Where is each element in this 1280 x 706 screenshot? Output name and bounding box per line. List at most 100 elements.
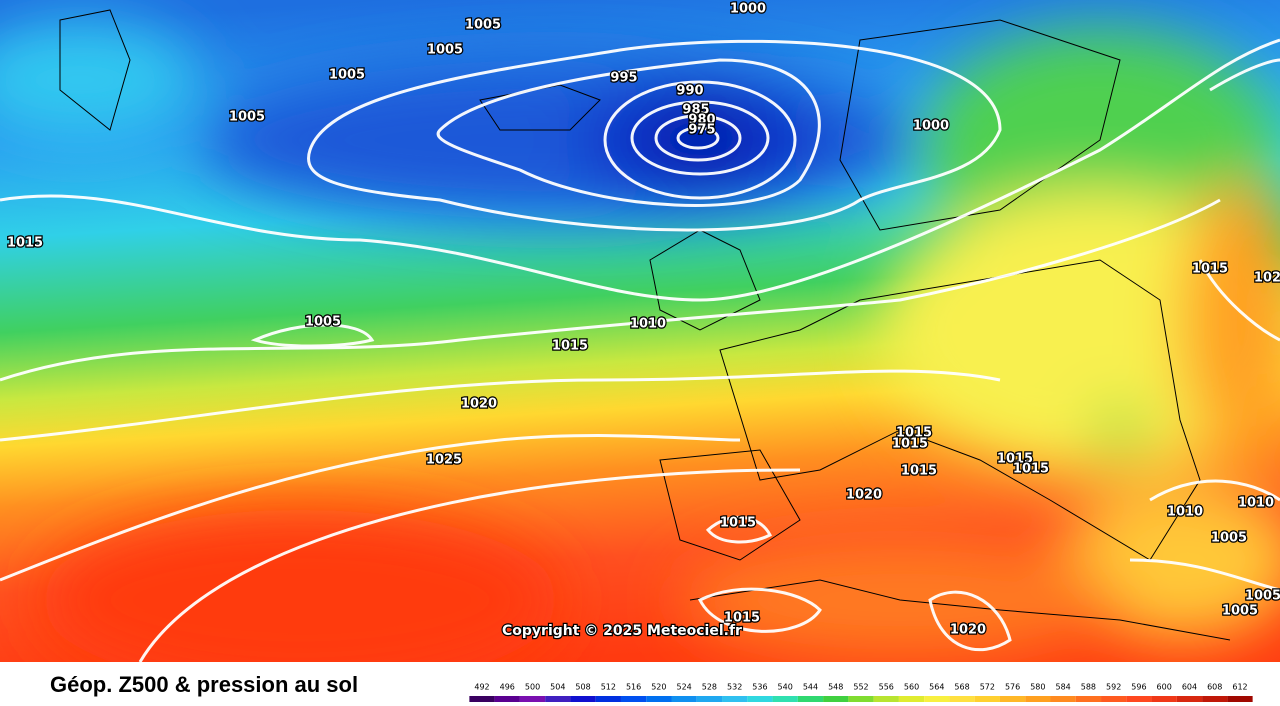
colorbar-tick-label: 528 — [702, 683, 717, 692]
colorbar-tick-label: 572 — [980, 683, 995, 692]
colorbar-tick-label: 588 — [1081, 683, 1096, 692]
colorbar-swatch — [494, 696, 520, 702]
isobar-label: 1005 — [1211, 531, 1247, 546]
colorbar-tick-label: 520 — [651, 683, 666, 692]
isobar-label: 995 — [610, 71, 637, 86]
colorbar-swatch — [848, 696, 874, 702]
colorbar-swatch — [469, 696, 495, 702]
colorbar-tick-label: 604 — [1182, 683, 1197, 692]
colorbar-tick-label: 504 — [550, 683, 565, 692]
colorbar-tick-label: 508 — [575, 683, 590, 692]
colorbar-swatch — [747, 696, 773, 702]
colorbar-swatch — [646, 696, 672, 702]
isobars — [0, 38, 1280, 663]
colorbar-swatch — [974, 696, 1000, 702]
colorbar-tick-label: 532 — [727, 683, 742, 692]
colorbar-tick-label: 560 — [904, 683, 919, 692]
colorbar-swatch — [772, 696, 798, 702]
colorbar-swatch — [595, 696, 621, 702]
colorbar-swatch — [722, 696, 748, 702]
colorbar-tick-label: 564 — [929, 683, 944, 692]
isobar-label: 1015 — [720, 516, 756, 531]
colorbar-tick-label: 596 — [1131, 683, 1146, 692]
colorbar-tick-label: 496 — [500, 683, 515, 692]
isobar-label: 1005 — [1222, 604, 1258, 619]
colorbar-tick-label: 580 — [1030, 683, 1045, 692]
field — [0, 0, 1280, 690]
isobar-label: 1010 — [1167, 505, 1203, 520]
isobar-label: 1020 — [846, 488, 882, 503]
colorbar-tick-label: 556 — [879, 683, 894, 692]
isobar-label: 1015 — [896, 426, 932, 441]
colorbar-swatch — [1050, 696, 1076, 702]
isobar-label: 1020 — [950, 623, 986, 638]
colorbar-tick-label: 600 — [1157, 683, 1172, 692]
copyright: Copyright © 2025 Meteociel.fr — [502, 623, 742, 639]
colorbar-swatch — [823, 696, 849, 702]
colorbar-tick-label: 552 — [853, 683, 868, 692]
colorbar-tick-label: 500 — [525, 683, 540, 692]
isobar-label: 1020 — [1254, 271, 1280, 286]
colorbar-swatch — [671, 696, 697, 702]
isobar-label: 990 — [676, 84, 703, 99]
isobar-label: 1005 — [1245, 589, 1280, 604]
colorbar-swatch — [999, 696, 1026, 702]
isobar-label: 1015 — [552, 339, 588, 354]
isobar-label: 1010 — [1238, 496, 1274, 511]
isobar-label: 1005 — [305, 315, 341, 330]
colorbar-swatch — [696, 696, 723, 702]
colorbar-swatch — [1025, 696, 1051, 702]
isobar-label: 1015 — [892, 437, 928, 452]
colorbar-tick-label: 608 — [1207, 683, 1222, 692]
colorbar-swatch — [873, 696, 899, 702]
isobar-label: 1015 — [901, 464, 937, 479]
colorbar-swatch — [1202, 696, 1228, 702]
isobar-label: 975 — [688, 123, 715, 138]
colorbar-tick-label: 536 — [752, 683, 767, 692]
colorbar-tick-label: 576 — [1005, 683, 1020, 692]
isobar-label: 1015 — [1192, 262, 1228, 277]
colorbar-swatch — [519, 696, 546, 702]
colorbar-swatch — [1151, 696, 1177, 702]
isobar-label: 1015 — [1013, 462, 1049, 477]
isobar-label: 1010 — [630, 317, 666, 332]
colorbar-tick-label: 492 — [474, 683, 489, 692]
colorbar-tick-label: 612 — [1232, 683, 1247, 692]
isobar-label: 1005 — [329, 68, 365, 83]
colorbar-tick-label: 540 — [778, 683, 793, 692]
colorbar-swatch — [570, 696, 596, 702]
colorbar-tick-label: 512 — [601, 683, 616, 692]
colorbar-swatch — [1075, 696, 1102, 702]
colorbar-tick-label: 524 — [676, 683, 691, 692]
colorbar-tick-label: 548 — [828, 683, 843, 692]
colorbar-tick-label: 544 — [803, 683, 818, 692]
isobar-label: 1020 — [461, 397, 497, 412]
colorbar-swatch — [949, 696, 975, 702]
isobar-label: 1000 — [913, 119, 949, 134]
colorbar-swatch — [924, 696, 950, 702]
colorbar-swatch — [545, 696, 571, 702]
isobar-label: 1005 — [465, 18, 501, 33]
colorbar-tick-label: 568 — [954, 683, 969, 692]
colorbar-swatch — [1176, 696, 1203, 702]
isobar-label: 1000 — [730, 2, 766, 17]
colorbar-swatch — [620, 696, 647, 702]
isobar-label: 1025 — [426, 453, 462, 468]
isobar-label: 1005 — [229, 110, 265, 125]
colorbar: 492 496 500 504 508 512 516 520 524 528 532 536 540 5… — [469, 683, 1253, 702]
isobar-label: 1015 — [997, 452, 1033, 467]
isobar-label: 980 — [688, 113, 715, 128]
colorbar-swatch — [1227, 696, 1253, 702]
map-title: Géop. Z500 & pression au sol — [50, 672, 358, 697]
colorbar-tick-label: 516 — [626, 683, 641, 692]
colorbar-swatch — [1126, 696, 1152, 702]
colorbar-tick-label: 584 — [1055, 683, 1070, 692]
footer — [0, 662, 1280, 702]
isobar-label: 1015 — [724, 611, 760, 626]
colorbar-swatch — [898, 696, 925, 702]
isobar-label: 1015 — [7, 236, 43, 251]
colorbar-swatch — [1101, 696, 1127, 702]
